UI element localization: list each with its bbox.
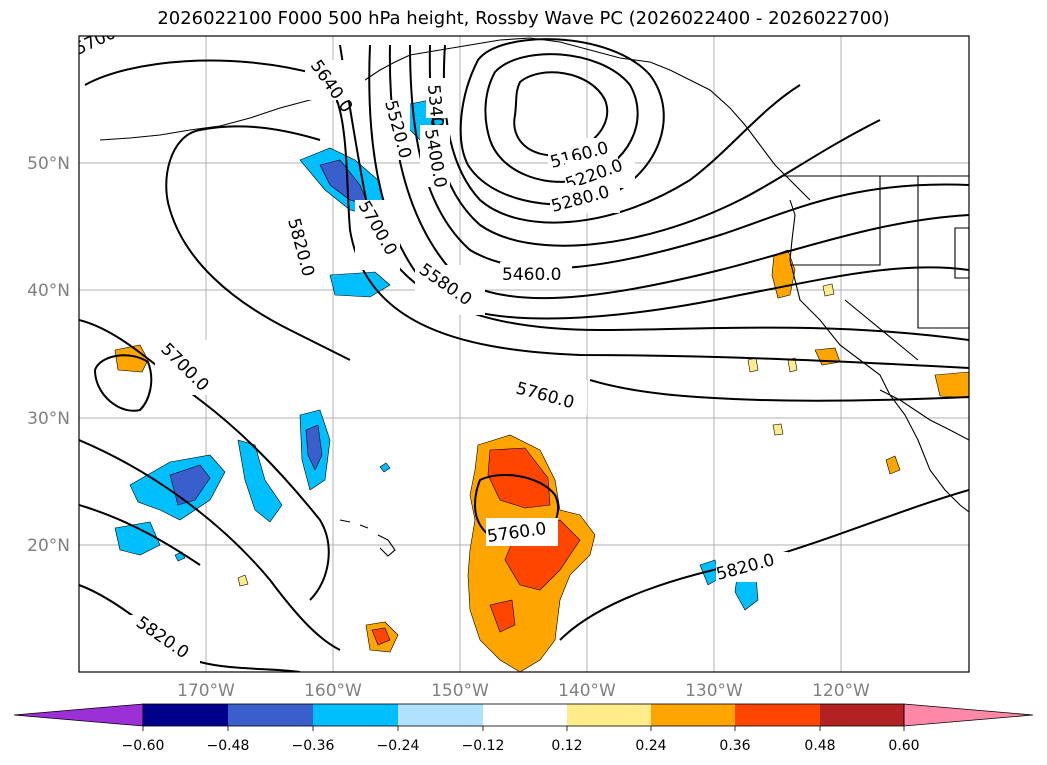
colorbar-extend-max [903,703,1034,727]
lon-label: 150°W [431,681,489,701]
anomaly-blob [237,574,249,587]
colorbar-tick-label: −0.36 [292,738,335,754]
lon-label: 130°W [685,681,743,701]
contour-5640 [339,44,969,341]
anomaly-blob [934,371,969,399]
colorbar-segment [651,704,735,726]
latitude-labels: 50°N 40°N 30°N 20°N [27,154,70,556]
colorbar-tick-label: 0.36 [719,738,750,754]
contour-5700-closed [93,354,153,412]
contour-5340 [442,44,801,224]
contour-5760 [79,379,969,651]
colorbar-tick-label: 0.60 [888,738,919,754]
colorbar-ticks [142,726,905,731]
colorbar-tick-label: 0.24 [635,738,666,754]
anomaly-blob [237,439,283,523]
anomaly-blob [885,455,901,475]
colorbar-segment [143,704,228,726]
anomaly-blob [747,357,759,373]
colorbar-extend-min [13,703,144,727]
lat-label: 30°N [27,409,70,429]
contour-5820-mid [79,504,201,566]
colorbar-tick-label: −0.12 [462,738,505,754]
colorbar-segment [313,704,398,726]
anomaly-blob [169,464,211,506]
contour-5400 [428,44,881,247]
anomaly-blob [489,599,516,633]
anomaly-blob [114,521,161,556]
anomaly-blob [329,271,391,298]
anomaly-blob [772,423,784,436]
contour-5580 [368,44,969,320]
contour-5460 [409,44,969,270]
north-america-west-coast [789,199,969,513]
colorbar-tick-label: 0.48 [804,738,835,754]
lon-label: 160°W [304,681,362,701]
lon-label: 140°W [558,681,616,701]
lat-label: 20°N [27,536,70,556]
lon-label: 120°W [812,681,870,701]
anomaly-blob [379,462,391,473]
lat-label: 50°N [27,154,70,174]
anomaly-blob [787,357,798,373]
colorbar-tick-label: −0.60 [122,738,165,754]
contour-label-group: 5700.0 5640.0 5340.0 5520.0 5400.0 5160.… [79,36,788,670]
colorbar-tick-label: −0.48 [207,738,250,754]
map-title: 2026022100 F000 500 hPa height, Rossby W… [157,8,890,29]
anomaly-blob [771,249,796,299]
contour-5700-north [84,59,969,369]
colorbar-segment [735,704,820,726]
anomaly-blob [305,424,323,471]
colorbar-segment [228,704,313,726]
contour-5820-north [165,125,351,361]
lat-label: 40°N [27,281,70,301]
colorbar-segment [398,704,483,726]
baja-coast [879,389,969,441]
contour-5700-south [79,319,330,601]
colorbar-segment [567,704,651,726]
lon-label: 170°W [177,681,235,701]
colorbar-segment [483,704,567,726]
height-contours [79,38,969,672]
coastlines [99,37,969,557]
anomaly-blob [371,627,391,646]
aleutian-coastline [99,54,411,141]
colorbar-tick-label: 0.12 [551,738,582,754]
alaska-coastline [409,37,811,201]
hawaii-islands [339,519,396,557]
contour-5520 [388,44,969,300]
anomaly-blob [822,283,835,297]
anomaly-blob [487,447,551,509]
longitude-labels: 170°W 160°W 150°W 140°W 130°W 120°W [177,681,870,701]
map-area: 5700.0 5640.0 5340.0 5520.0 5400.0 5160.… [79,36,969,672]
map-frame [78,35,970,673]
us-states-border [790,176,969,361]
colorbar-outline [142,703,905,727]
colorbar: −0.60 −0.48 −0.36 −0.24 −0.12 0.12 0.24 … [13,703,1034,754]
colorbar-tick-label: −0.24 [377,738,420,754]
colorbar-segment [820,704,904,726]
contour-label: 5460.0 [502,265,561,285]
